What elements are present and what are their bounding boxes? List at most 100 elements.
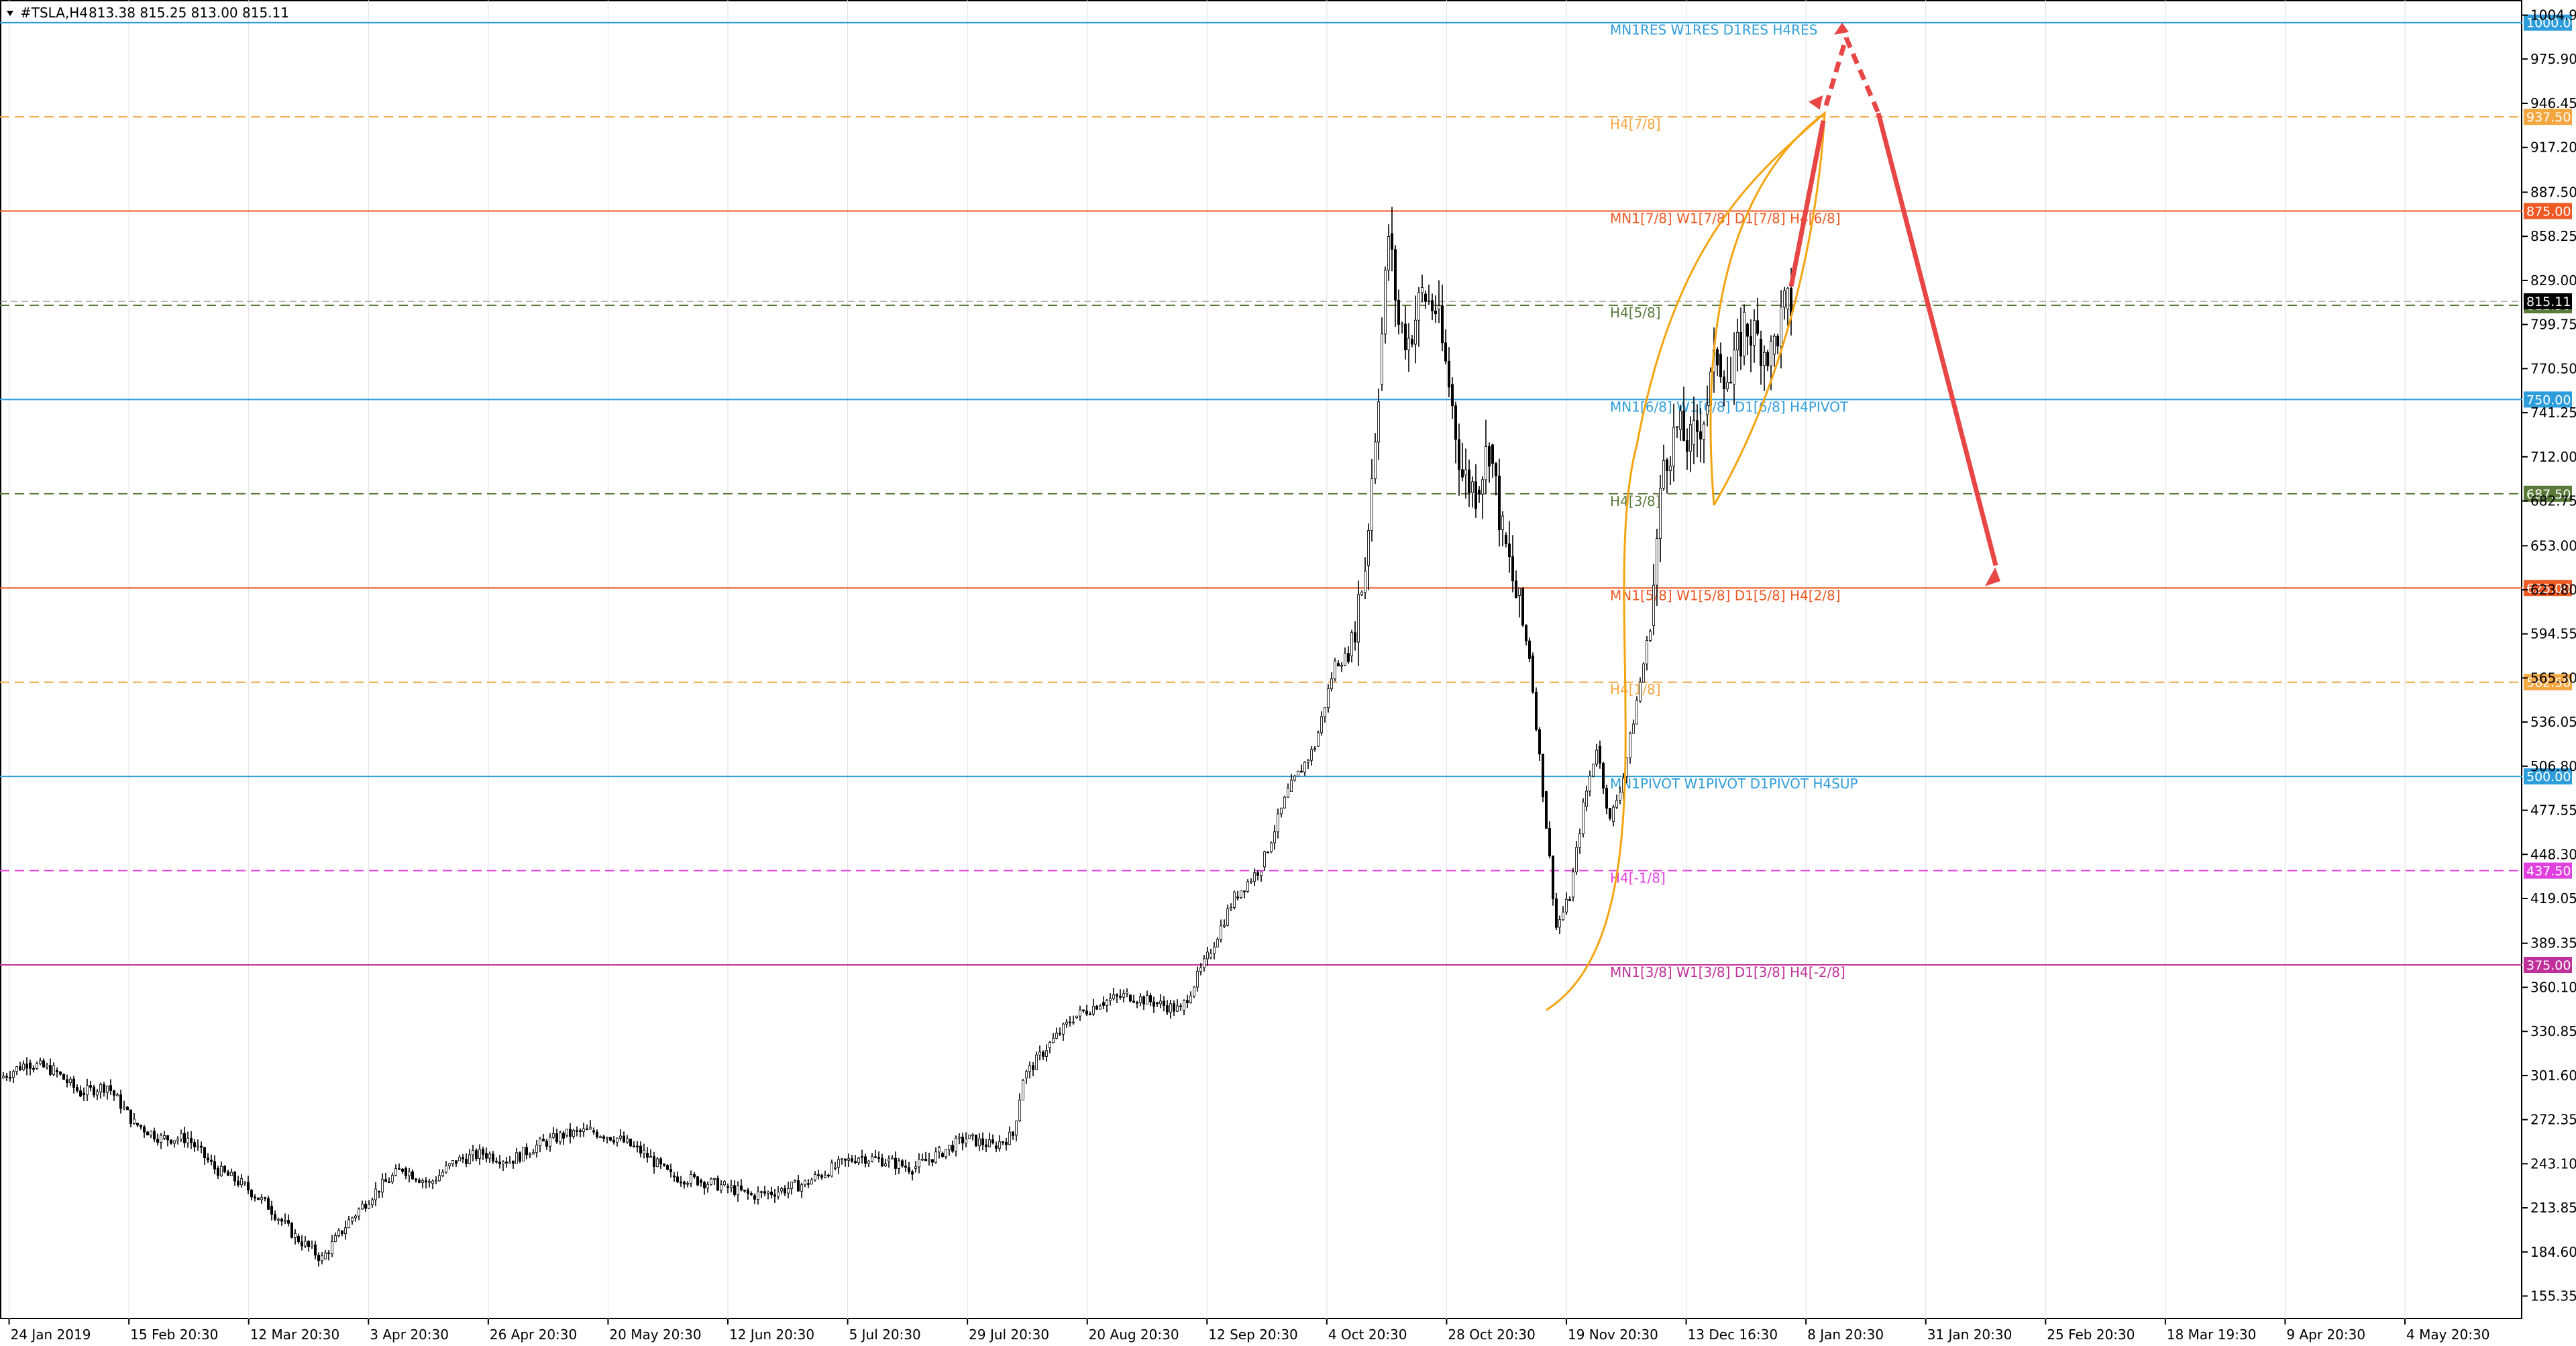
y-tick-label: 477.55 [2530,803,2576,819]
candle-body [1561,911,1564,921]
candle-body [1126,991,1129,994]
candle-body [515,1152,519,1164]
candle-body [408,1171,411,1176]
candle-body [458,1157,462,1161]
candle-body [931,1159,934,1163]
candle-body [549,1137,552,1147]
candle-body [1320,716,1324,733]
candle-body [884,1163,888,1167]
candle-body [421,1180,425,1183]
candle-body [1082,1009,1085,1012]
candle-body [223,1166,226,1172]
candle-body [1149,995,1152,1002]
candle-body [1776,335,1779,347]
candle-body [263,1197,266,1199]
candle-body [219,1166,223,1176]
candle-body [978,1138,981,1147]
candle-body [1199,967,1203,972]
candle-body [1487,446,1491,467]
candle-body [794,1180,797,1183]
candle-body [686,1183,690,1185]
candle-body [1699,431,1702,439]
candle-body [1658,488,1662,539]
candle-body [253,1196,256,1198]
x-tick-label: 9 Apr 20:30 [2286,1327,2365,1343]
candle-body [559,1133,562,1143]
time-axis[interactable]: 24 Jan 2019 15 Feb 20:30 12 Mar 20:30 3 Apr… [8,1319,2490,1343]
candle-body [639,1145,643,1154]
candle-body [636,1145,639,1147]
forecast-peak-arrowhead [1834,22,1849,35]
candle-body [1226,909,1230,926]
candle-body [599,1136,602,1138]
y-tick-label: 975.90 [2530,51,2576,67]
candle-body [619,1135,623,1139]
forecast-up-line [1788,120,1826,287]
candle-body [472,1150,475,1155]
candle-body [1554,898,1558,928]
candle-body [1317,732,1320,747]
candle-body [1022,1080,1025,1100]
candle-body [1337,663,1340,667]
candle-body [1464,469,1467,476]
candle-body [1521,588,1524,626]
candle-body [25,1064,29,1069]
candle-body [924,1158,928,1161]
candle-body [656,1158,659,1168]
candle-body [1045,1050,1049,1057]
candle-body [881,1157,884,1167]
menu-triangle-icon[interactable] [7,11,13,16]
level-price-tag-label: 562.50 [2526,676,2571,690]
candle-body [193,1142,196,1147]
candle-body [1722,376,1725,390]
level-label: MN1RES W1RES D1RES H4RES [1610,22,1817,38]
x-tick-label: 15 Feb 20:30 [130,1327,218,1343]
candle-body [1344,653,1347,666]
candle-body [1169,1003,1173,1013]
candle-body [998,1141,1002,1149]
candle-body [871,1156,874,1161]
candle-body [566,1129,569,1136]
candle-body [1393,249,1397,301]
candle-body [1179,1005,1183,1007]
candle-body [945,1149,948,1157]
candle-body [411,1171,415,1180]
price-axis[interactable]: 1004.95 975.90 946.45 917.20 887.50 858.25 829… [2522,7,2576,1304]
x-tick-label: 4 Oct 20:30 [1328,1327,1407,1343]
candle-body [820,1175,824,1178]
candle-body [283,1220,286,1222]
candle-body [898,1160,901,1169]
y-tick-label: 799.75 [2530,317,2576,333]
x-tick-label: 26 Apr 20:30 [490,1327,577,1343]
candle-body [1605,788,1608,809]
level-price-tag-label: 437.50 [2526,864,2571,879]
fib-arc-inner [1709,111,1826,506]
candle-series [2,207,1792,1267]
candle-body [770,1191,773,1195]
candle-body [162,1135,166,1139]
candle-body [1236,896,1240,898]
candle-body [911,1171,914,1175]
candle-body [817,1174,820,1176]
y-tick-label: 419.05 [2530,890,2576,907]
candle-body [1250,880,1253,883]
candle-body [1715,349,1719,366]
candle-body [1206,951,1210,960]
candle-body [727,1186,730,1188]
candle-body [1424,293,1427,302]
candle-body [522,1147,525,1161]
candle-body [415,1178,418,1181]
x-tick-label: 5 Jul 20:30 [849,1327,921,1343]
candle-body [297,1236,300,1243]
candle-body [1196,971,1199,988]
murrey-levels: 1000.00 MN1RES W1RES D1RES H4RES 937.50 H4[… [0,14,2576,980]
candle-body [492,1153,495,1161]
candle-body [1501,515,1504,531]
level-price-tag [2524,580,2572,597]
candle-body [243,1182,246,1184]
candle-body [562,1133,566,1139]
candle-body [777,1192,780,1197]
candle-body [1638,682,1642,702]
candle-body [340,1230,343,1235]
